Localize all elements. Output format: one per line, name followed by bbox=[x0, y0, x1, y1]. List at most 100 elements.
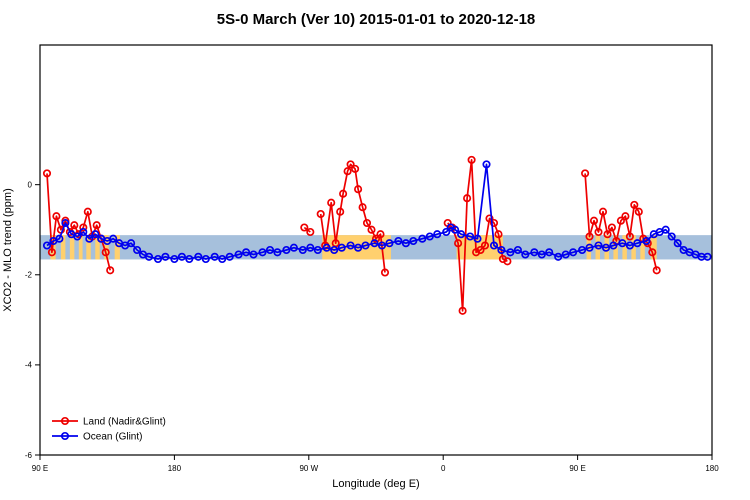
data-point-marker bbox=[418, 234, 427, 243]
data-point-marker bbox=[506, 248, 515, 257]
data-point-marker bbox=[598, 207, 608, 216]
data-point-marker bbox=[537, 250, 546, 259]
data-point-marker bbox=[513, 245, 522, 255]
data-point-marker bbox=[79, 227, 88, 237]
legend: Land (Nadir&Glint) Ocean (Glint) bbox=[52, 417, 166, 443]
data-point-marker bbox=[249, 250, 258, 259]
data-point-marker bbox=[473, 234, 482, 243]
data-point-marker bbox=[91, 230, 100, 239]
data-point-marker bbox=[457, 230, 466, 239]
data-point-marker bbox=[442, 227, 451, 237]
data-point-marker bbox=[581, 169, 590, 178]
data-point-marker bbox=[306, 227, 315, 237]
y-tick-label: -6 bbox=[25, 451, 33, 460]
data-point-marker bbox=[361, 241, 370, 250]
data-point-marker bbox=[634, 207, 643, 216]
data-point-marker bbox=[467, 155, 476, 164]
data-point-marker bbox=[362, 218, 372, 228]
data-point-marker bbox=[336, 207, 345, 216]
data-point-marker bbox=[652, 266, 661, 275]
x-axis-label: Longitude (deg E) bbox=[332, 478, 419, 490]
data-point-marker bbox=[376, 230, 385, 239]
data-point-marker bbox=[358, 203, 367, 212]
land-band-segment bbox=[104, 235, 109, 260]
data-point-marker bbox=[313, 245, 322, 255]
data-point-marker bbox=[489, 218, 499, 228]
series-line bbox=[584, 173, 658, 271]
data-point-marker bbox=[463, 194, 472, 203]
data-point-marker bbox=[201, 254, 210, 264]
data-point-marker bbox=[521, 250, 530, 259]
x-tick-label: 90 E bbox=[569, 464, 585, 473]
data-point-marker bbox=[298, 245, 307, 255]
data-point-marker bbox=[83, 207, 92, 216]
y-tick-label: -4 bbox=[25, 361, 33, 370]
data-point-marker bbox=[630, 200, 639, 209]
data-point-marker bbox=[594, 227, 603, 237]
data-point-marker bbox=[367, 225, 376, 234]
data-point-marker bbox=[177, 252, 186, 261]
data-point-marker bbox=[300, 223, 309, 232]
data-point-marker bbox=[616, 216, 625, 225]
data-point-marker bbox=[225, 252, 234, 261]
data-point-marker bbox=[346, 160, 355, 169]
data-point-marker bbox=[482, 160, 491, 169]
land-band-segment bbox=[650, 235, 657, 260]
data-point-marker bbox=[109, 234, 118, 243]
data-point-marker bbox=[433, 230, 442, 239]
legend-marker-icon bbox=[60, 416, 70, 426]
data-point-marker bbox=[561, 250, 570, 259]
data-point-marker bbox=[661, 225, 670, 234]
y-tick-label: 0 bbox=[28, 180, 33, 189]
legend-marker-icon bbox=[60, 431, 70, 441]
data-point-marker bbox=[454, 239, 463, 248]
data-point-marker bbox=[569, 248, 578, 257]
data-point-marker bbox=[339, 189, 348, 198]
land-band-segment bbox=[78, 235, 83, 260]
data-point-marker bbox=[242, 248, 251, 257]
data-point-marker bbox=[642, 236, 651, 246]
data-point-marker bbox=[394, 236, 403, 246]
y-axis-label: XCO2 - MLO trend (ppm) bbox=[2, 188, 14, 311]
data-point-marker bbox=[234, 250, 243, 259]
land-band-segment bbox=[622, 235, 627, 260]
land-band-segment bbox=[86, 235, 91, 260]
data-point-marker bbox=[153, 254, 163, 264]
data-point-marker bbox=[218, 254, 227, 264]
data-point-marker bbox=[466, 232, 475, 241]
data-point-marker bbox=[55, 234, 64, 243]
land-band-segment bbox=[95, 235, 100, 260]
data-point-marker bbox=[703, 252, 712, 261]
data-point-marker bbox=[425, 232, 434, 241]
land-band-segment bbox=[60, 235, 66, 260]
data-point-marker bbox=[127, 239, 136, 248]
data-point-marker bbox=[585, 232, 594, 241]
series-ocean bbox=[42, 160, 712, 264]
data-point-marker bbox=[625, 232, 634, 241]
data-point-marker bbox=[480, 241, 490, 250]
data-point-marker bbox=[578, 245, 587, 255]
data-point-marker bbox=[185, 254, 194, 264]
data-point-marker bbox=[370, 239, 379, 248]
chart-title: 5S-0 March (Ver 10) 2015-01-01 to 2020-1… bbox=[217, 11, 536, 28]
data-point-marker bbox=[170, 254, 179, 264]
land-band-segment bbox=[69, 235, 75, 260]
data-point-marker bbox=[258, 248, 267, 257]
data-point-marker bbox=[79, 223, 88, 232]
data-point-marker bbox=[316, 209, 325, 219]
data-point-marker bbox=[607, 223, 616, 232]
data-point-marker bbox=[101, 248, 110, 257]
data-point-marker bbox=[289, 243, 298, 252]
x-tick-label: 180 bbox=[168, 464, 182, 473]
data-point-marker bbox=[144, 252, 154, 261]
data-point-marker bbox=[385, 239, 394, 248]
data-point-marker bbox=[476, 245, 485, 255]
axes: 90 E 180 90 W 0 90 E 180 0 -2 -4 -6 bbox=[25, 180, 719, 473]
series-land bbox=[42, 155, 661, 315]
data-point-marker bbox=[351, 164, 360, 173]
series-line bbox=[46, 163, 708, 260]
data-point-marker bbox=[92, 221, 101, 230]
data-point-marker bbox=[585, 243, 594, 252]
data-point-marker bbox=[322, 243, 331, 252]
data-point-marker bbox=[354, 243, 363, 252]
